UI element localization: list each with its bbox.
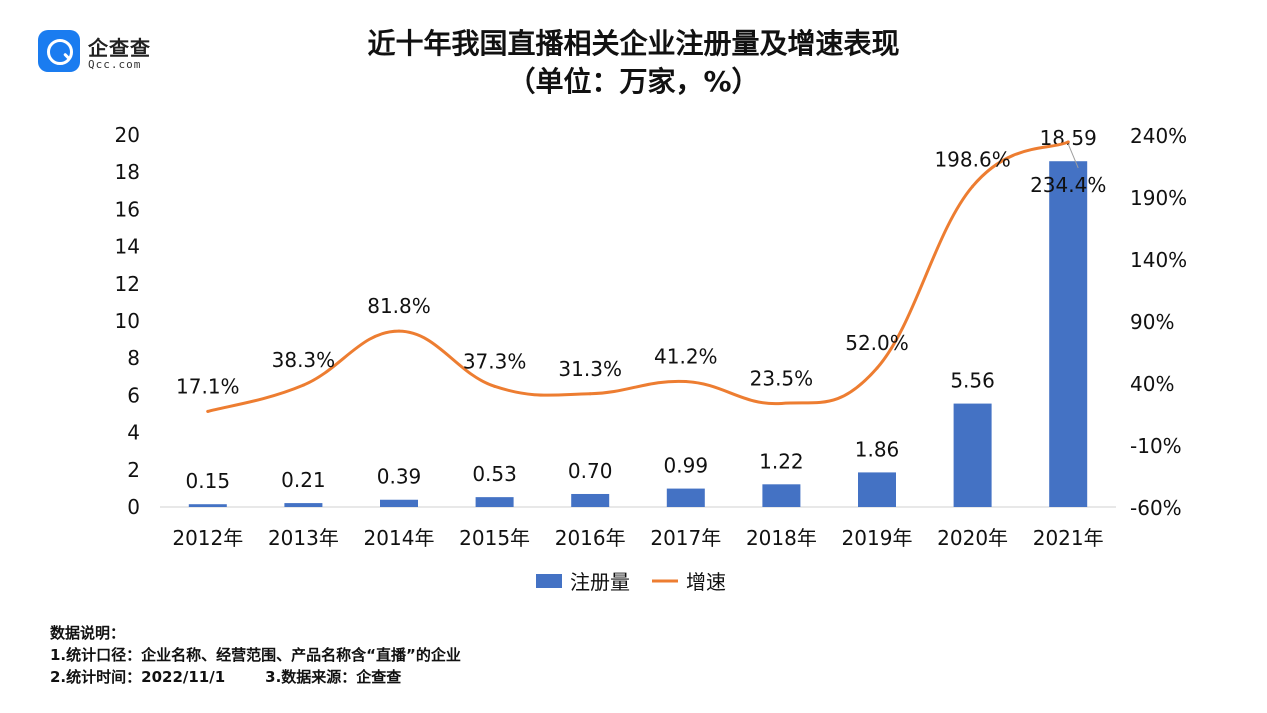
x-tick-label: 2016年: [555, 526, 626, 550]
notes-time: 2.统计时间：2022/11/1: [50, 668, 226, 686]
line-data-label: 81.8%: [367, 294, 431, 318]
bar-registrations: [666, 488, 705, 507]
y-left-tick-label: 4: [127, 421, 140, 445]
growth-point: [684, 380, 688, 384]
y-right-tick-label: 240%: [1130, 124, 1187, 148]
notes-line-time-source: 2.统计时间：2022/11/1 3.数据来源：企查查: [50, 666, 461, 688]
y-right-tick-label: 40%: [1130, 372, 1174, 396]
legend-label-line: 增速: [686, 570, 726, 594]
growth-line: [206, 140, 1070, 413]
growth-point: [1066, 140, 1070, 144]
y-left-tick-label: 16: [115, 197, 140, 221]
growth-point: [971, 184, 975, 188]
y-left-tick-label: 20: [115, 123, 140, 147]
bar-data-label: 0.39: [377, 465, 422, 489]
bar-registrations: [1049, 161, 1088, 507]
y-right-tick-label: -10%: [1130, 434, 1182, 458]
notes-source: 3.数据来源：企查查: [265, 668, 402, 686]
x-tick-label: 2020年: [937, 526, 1008, 550]
legend-label-bar: 注册量: [570, 570, 630, 594]
growth-point: [779, 401, 783, 405]
bar-data-label: 0.21: [281, 468, 326, 492]
bar-data-label: 0.15: [186, 469, 231, 493]
line-data-label: 198.6%: [934, 147, 1010, 171]
x-tick-label: 2015年: [459, 526, 530, 550]
y-left-tick-label: 10: [115, 309, 140, 333]
line-data-label: 17.1%: [176, 374, 240, 398]
bar-registrations: [953, 403, 992, 507]
data-notes: 数据说明： 1.统计口径：企业名称、经营范围、产品名称含“直播”的企业 2.统计…: [50, 622, 461, 688]
chart-subtitle: （单位：万家，%）: [507, 65, 760, 98]
x-tick-label: 2017年: [650, 526, 721, 550]
bar-registrations: [571, 493, 610, 507]
y-left-tick-label: 14: [115, 235, 140, 259]
y-right-tick-label: 190%: [1130, 186, 1187, 210]
legend-swatch-bar: [536, 574, 562, 588]
line-data-label: 23.5%: [750, 366, 814, 390]
line-data-label: 38.3%: [272, 348, 336, 372]
growth-point: [301, 383, 305, 387]
brand-domain: Qcc.com: [88, 58, 142, 71]
x-tick-label: 2021年: [1033, 526, 1104, 550]
growth-point: [397, 329, 401, 333]
bar-registrations: [188, 504, 227, 507]
growth-point: [493, 384, 497, 388]
bar-registrations: [284, 503, 323, 507]
notes-heading: 数据说明：: [50, 624, 126, 642]
bar-data-label: 0.53: [472, 462, 517, 486]
line-data-label: 37.3%: [463, 349, 527, 373]
bar-data-label: 0.99: [664, 454, 709, 478]
bar-registrations: [380, 499, 418, 507]
y-left-tick-label: 18: [115, 160, 140, 184]
bar-registrations: [475, 497, 514, 507]
y-left-tick-label: 12: [115, 272, 140, 296]
x-tick-label: 2014年: [364, 526, 435, 550]
x-tick-label: 2018年: [746, 526, 817, 550]
line-data-label: 41.2%: [654, 345, 718, 369]
growth-point: [875, 366, 879, 370]
growth-point: [588, 392, 592, 396]
bar-data-label: 0.70: [568, 459, 613, 483]
line-data-label: 31.3%: [558, 357, 622, 381]
y-right-tick-label: 90%: [1130, 310, 1174, 334]
brand-name: 企查查: [88, 36, 151, 60]
bar-data-label: 1.22: [759, 449, 804, 473]
bar-data-label: 5.56: [950, 369, 995, 393]
y-left-tick-label: 2: [127, 458, 140, 482]
notes-line-scope: 1.统计口径：企业名称、经营范围、产品名称含“直播”的企业: [50, 646, 461, 664]
bar-data-label: 1.86: [855, 437, 900, 461]
chart-title: 近十年我国直播相关企业注册量及增速表现: [367, 27, 900, 60]
qcc-logo-icon: [38, 30, 80, 72]
bar-registrations: [858, 472, 896, 507]
y-right-tick-label: -60%: [1130, 496, 1182, 520]
x-tick-label: 2019年: [842, 526, 913, 550]
line-data-label: 234.4%: [1030, 173, 1106, 197]
line-data-label: 52.0%: [845, 331, 909, 355]
y-left-tick-label: 8: [127, 346, 140, 370]
y-right-tick-label: 140%: [1130, 248, 1187, 272]
bar-registrations: [762, 484, 801, 507]
y-left-tick-label: 0: [127, 495, 140, 519]
growth-point: [206, 409, 210, 413]
brand-logo: 企查查 Qcc.com: [38, 30, 198, 74]
label-leader-line: [1067, 143, 1079, 169]
x-tick-label: 2013年: [268, 526, 339, 550]
y-left-tick-label: 6: [127, 383, 140, 407]
x-tick-label: 2012年: [172, 526, 243, 550]
